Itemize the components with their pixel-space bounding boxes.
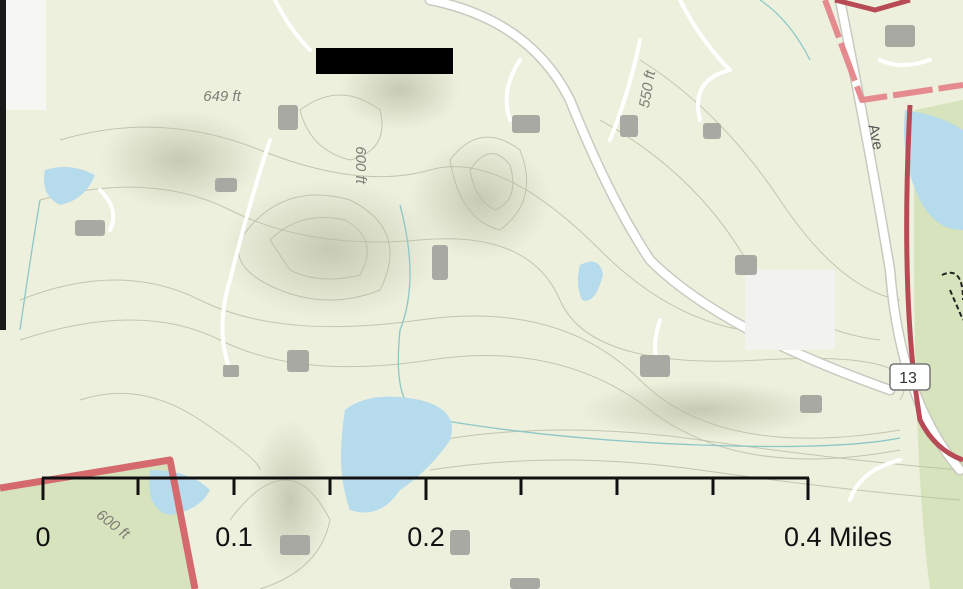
streams (19, 0, 901, 448)
elevation-label: 649 ft (203, 88, 241, 105)
scale-bar (41, 476, 810, 500)
scale-label: 0 (35, 522, 50, 552)
hillshade (100, 50, 820, 580)
contour-label: 600 ft (352, 146, 369, 184)
water (44, 110, 963, 515)
route-number: 13 (899, 370, 917, 387)
scale-label: 0.2 (407, 522, 445, 552)
scale-label: 0.1 (215, 522, 253, 552)
buildings (75, 25, 915, 589)
scale-label: 0.4 Miles (784, 522, 892, 552)
clearing (745, 270, 835, 350)
redaction (316, 48, 453, 74)
edge (0, 0, 6, 330)
clearing (6, 0, 46, 110)
park (0, 460, 195, 589)
street-label: Ave (864, 123, 886, 152)
contour-label: 550 ft (636, 68, 659, 109)
route-shield: 13 (889, 363, 931, 391)
